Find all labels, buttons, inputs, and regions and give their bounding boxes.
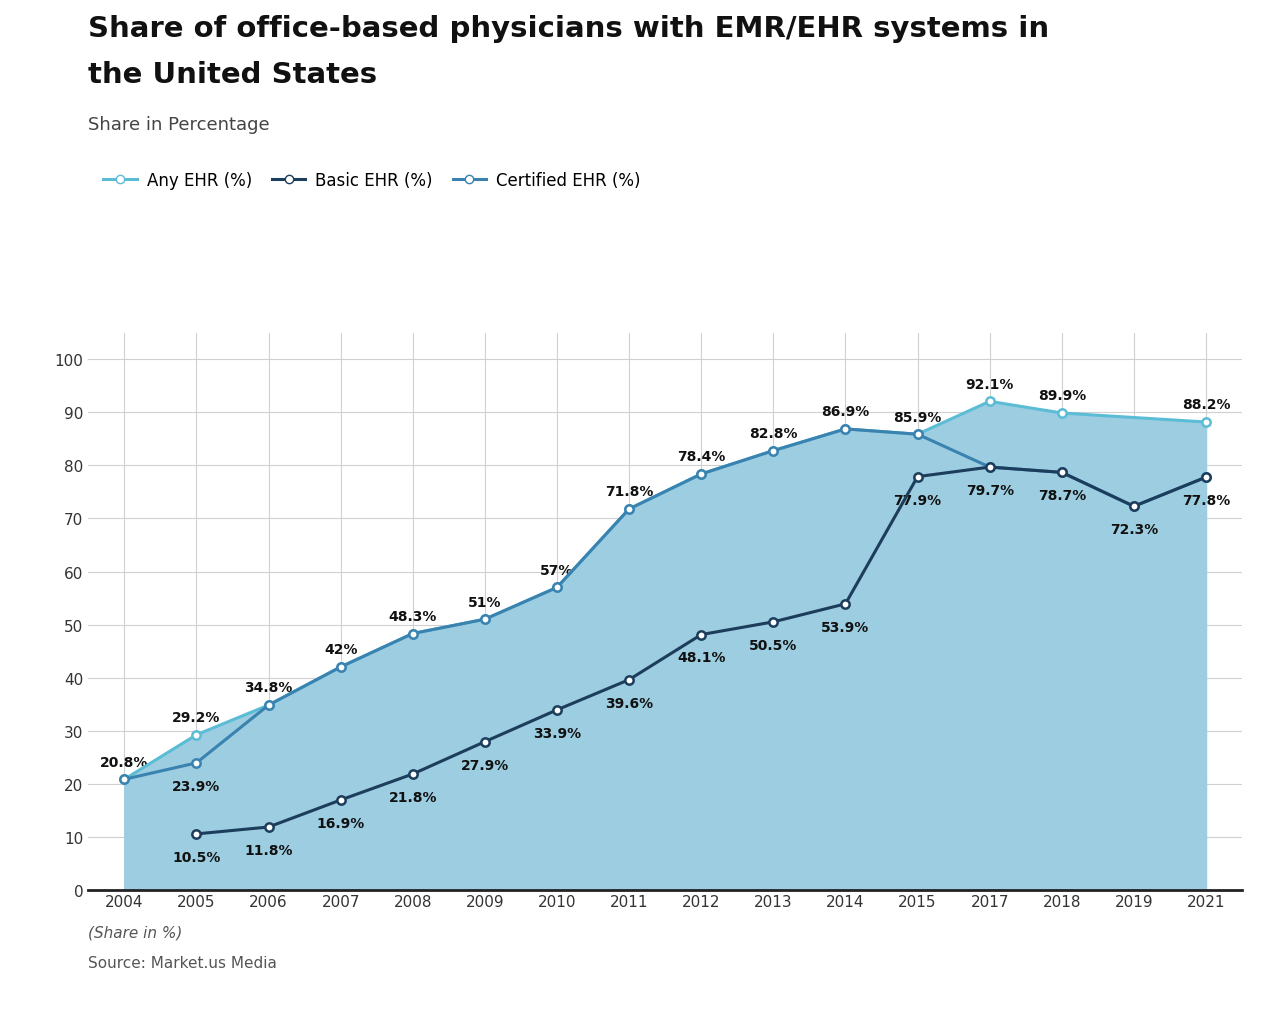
Text: 88.2%: 88.2% [1182,398,1231,412]
Line: Basic EHR (%): Basic EHR (%) [192,463,1211,838]
Basic EHR (%) [1054,467,1069,479]
Any EHR (%) [982,396,997,408]
Text: 21.8%: 21.8% [388,791,438,804]
Basic EHR (%) [333,794,348,806]
Certified EHR (%) [261,700,276,712]
Text: 92.1%: 92.1% [966,377,1014,391]
Certified EHR (%) [694,468,709,480]
Any EHR (%) [910,429,926,441]
Text: 10.5%: 10.5% [173,850,221,864]
Text: 48.1%: 48.1% [677,651,725,665]
Text: 33.9%: 33.9% [533,726,581,740]
Certified EHR (%) [1054,467,1069,479]
Basic EHR (%) [837,599,852,611]
Text: 77.8%: 77.8% [1182,493,1231,508]
Certified EHR (%) [1198,471,1213,483]
Basic EHR (%) [694,629,709,641]
Any EHR (%) [694,468,709,480]
Text: 82.8%: 82.8% [749,427,798,441]
Basic EHR (%) [1126,500,1141,513]
Any EHR (%) [478,614,493,626]
Text: 77.9%: 77.9% [894,493,942,508]
Text: 71.8%: 71.8% [605,485,653,498]
Text: 23.9%: 23.9% [173,779,221,793]
Basic EHR (%) [1198,471,1213,483]
Certified EHR (%) [1126,500,1141,513]
Certified EHR (%) [117,773,132,786]
Text: 79.7%: 79.7% [966,483,1014,497]
Basic EHR (%) [189,828,204,840]
Certified EHR (%) [333,661,348,673]
Text: 11.8%: 11.8% [245,843,293,857]
Any EHR (%) [1054,407,1069,420]
Text: 50.5%: 50.5% [749,638,797,652]
Basic EHR (%) [261,821,276,833]
Basic EHR (%) [622,674,637,686]
Certified EHR (%) [550,581,565,593]
Text: 34.8%: 34.8% [245,680,293,695]
Certified EHR (%) [837,424,852,436]
Text: 72.3%: 72.3% [1110,523,1158,537]
Basic EHR (%) [910,471,926,483]
Text: 39.6%: 39.6% [605,696,653,710]
Any EHR (%) [117,773,132,786]
Text: Share of office-based physicians with EMR/EHR systems in: Share of office-based physicians with EM… [88,15,1049,43]
Certified EHR (%) [982,462,997,474]
Basic EHR (%) [405,768,420,780]
Text: 51%: 51% [468,595,502,609]
Text: 16.9%: 16.9% [317,816,364,830]
Certified EHR (%) [910,429,926,441]
Text: 48.3%: 48.3% [388,610,438,624]
Text: 89.9%: 89.9% [1038,389,1086,403]
Any EHR (%) [405,628,420,640]
Certified EHR (%) [478,614,493,626]
Text: the United States: the United States [88,61,377,89]
Basic EHR (%) [982,462,997,474]
Any EHR (%) [1198,417,1213,429]
Text: 20.8%: 20.8% [100,755,149,769]
Certified EHR (%) [189,757,204,769]
Any EHR (%) [333,661,348,673]
Text: Source: Market.us Media: Source: Market.us Media [88,955,277,971]
Certified EHR (%) [622,503,637,516]
Certified EHR (%) [405,628,420,640]
Text: 27.9%: 27.9% [460,758,509,771]
Basic EHR (%) [478,736,493,748]
Text: 53.9%: 53.9% [821,620,870,634]
Any EHR (%) [837,424,852,436]
Text: 86.9%: 86.9% [821,404,870,419]
Basic EHR (%) [765,616,781,628]
Text: 42%: 42% [324,643,357,657]
Any EHR (%) [261,700,276,712]
Text: 78.7%: 78.7% [1038,488,1086,502]
Certified EHR (%) [765,445,781,457]
Line: Any EHR (%): Any EHR (%) [120,397,1211,784]
Any EHR (%) [550,581,565,593]
Text: 78.4%: 78.4% [677,450,725,464]
Any EHR (%) [189,729,204,741]
Text: Share in Percentage: Share in Percentage [88,116,270,134]
Any EHR (%) [622,503,637,516]
Legend: Any EHR (%), Basic EHR (%), Certified EHR (%): Any EHR (%), Basic EHR (%), Certified EH… [97,165,647,196]
Line: Certified EHR (%): Certified EHR (%) [120,426,1211,784]
Text: 85.9%: 85.9% [893,410,942,425]
Text: 29.2%: 29.2% [173,711,221,725]
Basic EHR (%) [550,704,565,716]
Text: (Share in %): (Share in %) [88,925,183,940]
Any EHR (%) [765,445,781,457]
Text: 57%: 57% [540,563,574,577]
